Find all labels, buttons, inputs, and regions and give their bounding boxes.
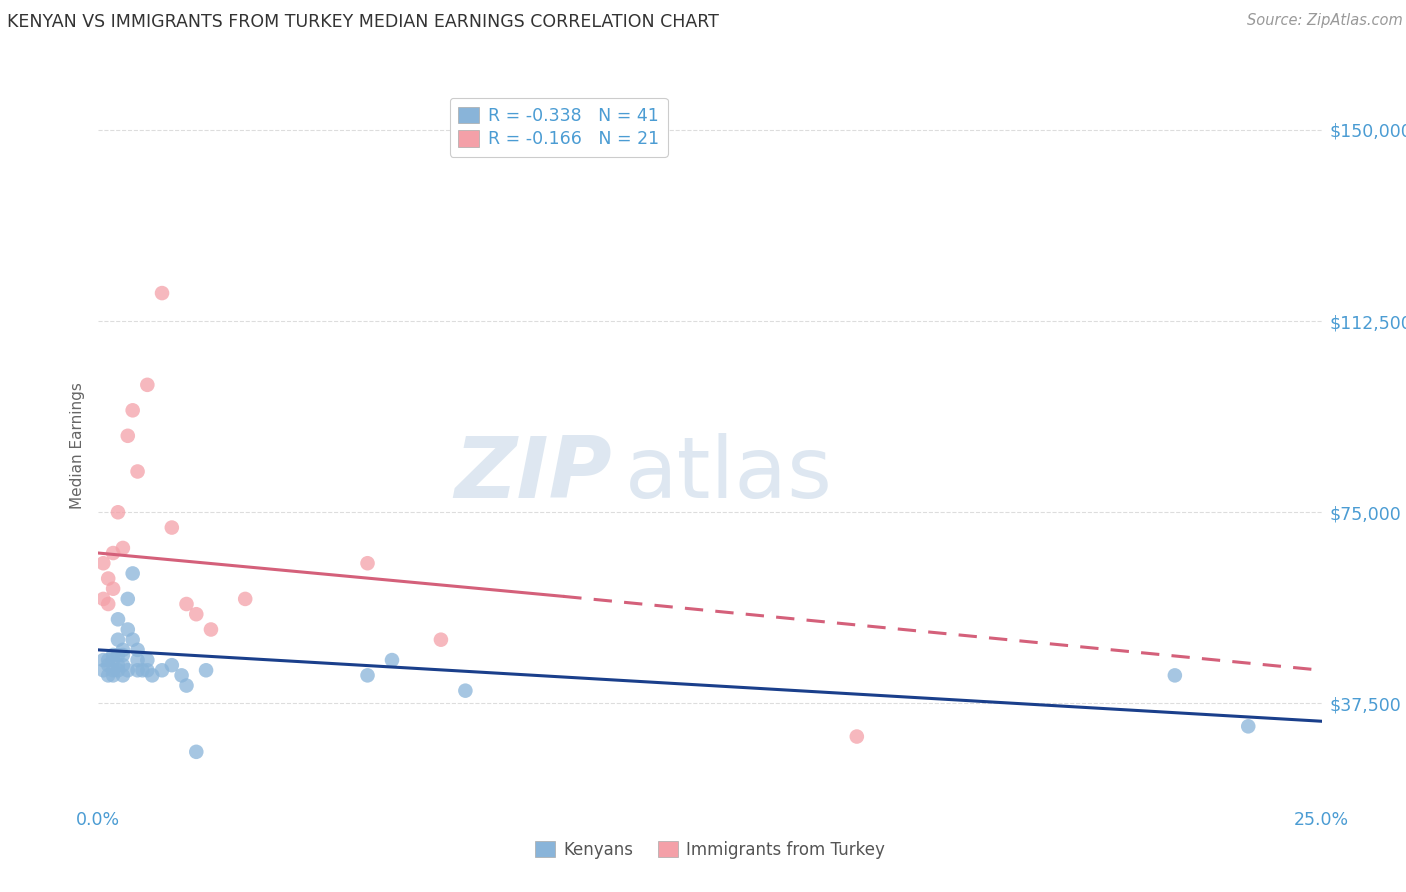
Point: [160, 658, 183, 673]
Point: [107, 663, 129, 677]
Point: [91, 653, 114, 667]
Text: KENYAN VS IMMIGRANTS FROM TURKEY MEDIAN EARNINGS CORRELATION CHART: KENYAN VS IMMIGRANTS FROM TURKEY MEDIAN …: [7, 13, 718, 31]
Point: [454, 683, 477, 698]
Point: [121, 566, 143, 581]
Point: [127, 465, 149, 479]
Point: [127, 653, 149, 667]
Point: [160, 520, 183, 534]
Point: [117, 591, 139, 606]
Point: [101, 546, 124, 560]
Y-axis label: Median Earnings: Median Earnings: [69, 383, 84, 509]
Point: [117, 429, 139, 443]
Point: [200, 623, 222, 637]
Text: atlas: atlas: [624, 433, 832, 516]
Point: [121, 632, 143, 647]
Point: [111, 541, 134, 555]
Point: [97, 572, 120, 586]
Point: [430, 632, 453, 647]
Point: [136, 377, 159, 392]
Point: [117, 663, 139, 677]
Point: [111, 648, 134, 662]
Point: [107, 648, 129, 662]
Point: [101, 582, 124, 596]
Point: [97, 653, 120, 667]
Point: [91, 591, 114, 606]
Point: [101, 668, 124, 682]
Point: [97, 597, 120, 611]
Point: [233, 591, 256, 606]
Text: Source: ZipAtlas.com: Source: ZipAtlas.com: [1247, 13, 1403, 29]
Point: [127, 663, 149, 677]
Legend: Kenyans, Immigrants from Turkey: Kenyans, Immigrants from Turkey: [529, 835, 891, 866]
Point: [111, 658, 134, 673]
Point: [111, 668, 134, 682]
Point: [1164, 668, 1187, 682]
Point: [195, 663, 218, 677]
Point: [186, 607, 208, 622]
Point: [170, 668, 193, 682]
Point: [101, 648, 124, 662]
Point: [101, 663, 124, 677]
Point: [176, 597, 198, 611]
Point: [107, 612, 129, 626]
Point: [111, 643, 134, 657]
Point: [97, 668, 120, 682]
Point: [127, 643, 149, 657]
Point: [141, 668, 163, 682]
Point: [356, 556, 378, 570]
Point: [131, 663, 153, 677]
Point: [176, 679, 198, 693]
Point: [107, 632, 129, 647]
Point: [91, 556, 114, 570]
Point: [117, 623, 139, 637]
Point: [136, 653, 159, 667]
Text: ZIP: ZIP: [454, 433, 612, 516]
Point: [121, 403, 143, 417]
Point: [356, 668, 378, 682]
Point: [136, 663, 159, 677]
Point: [845, 730, 868, 744]
Point: [1237, 719, 1260, 733]
Point: [107, 658, 129, 673]
Point: [101, 653, 124, 667]
Point: [97, 658, 120, 673]
Point: [91, 663, 114, 677]
Point: [186, 745, 208, 759]
Point: [381, 653, 404, 667]
Point: [150, 286, 173, 301]
Point: [107, 505, 129, 519]
Point: [150, 663, 173, 677]
